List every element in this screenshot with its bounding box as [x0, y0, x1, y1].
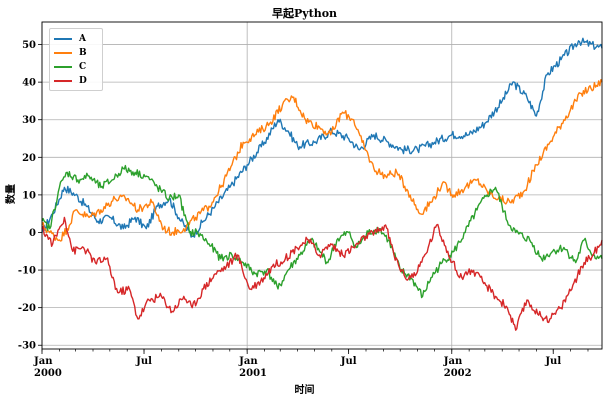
chart-title: 早起Python: [271, 7, 338, 20]
x-tick-label: Jul: [544, 356, 561, 367]
series-line-B: [41, 79, 603, 242]
legend-swatch: [54, 38, 72, 40]
y-tick-label: 0: [29, 228, 36, 239]
y-tick-label: 10: [22, 190, 36, 201]
x-tick-year-label: 2000: [34, 368, 62, 379]
legend-label: A: [79, 34, 86, 44]
y-tick-label: 50: [22, 40, 36, 51]
x-tick-label: Jan: [238, 356, 258, 367]
y-tick-label: -20: [18, 303, 36, 314]
x-axis-label: 时间: [294, 385, 315, 396]
legend-swatch: [54, 80, 72, 82]
y-axis-label: 数量: [6, 184, 17, 204]
x-tick-year-label: 2001: [239, 368, 267, 379]
legend-label: D: [79, 76, 87, 86]
legend-label: C: [79, 62, 87, 72]
y-tick-label: -30: [18, 341, 36, 352]
y-tick-label: 40: [22, 78, 36, 89]
legend-swatch: [54, 66, 72, 68]
x-tick-year-label: 2002: [444, 368, 472, 379]
y-tick-label: -10: [18, 266, 36, 277]
legend-item-B: B: [54, 46, 98, 60]
legend-label: B: [79, 48, 87, 58]
legend-item-D: D: [54, 74, 98, 88]
plot-frame: [41, 21, 603, 350]
legend-item-A: A: [54, 32, 98, 46]
y-tick-label: 20: [22, 153, 36, 164]
x-tick-label: Jul: [340, 356, 357, 367]
x-tick-label: Jan: [33, 356, 53, 367]
x-tick-label: Jul: [135, 356, 152, 367]
legend-swatch: [54, 52, 72, 54]
x-tick-label: Jan: [443, 356, 463, 367]
legend-item-C: C: [54, 60, 98, 74]
series-line-A: [41, 37, 603, 238]
series-line-D: [41, 216, 603, 331]
y-tick-label: 30: [22, 115, 36, 126]
series-line-C: [41, 164, 603, 299]
